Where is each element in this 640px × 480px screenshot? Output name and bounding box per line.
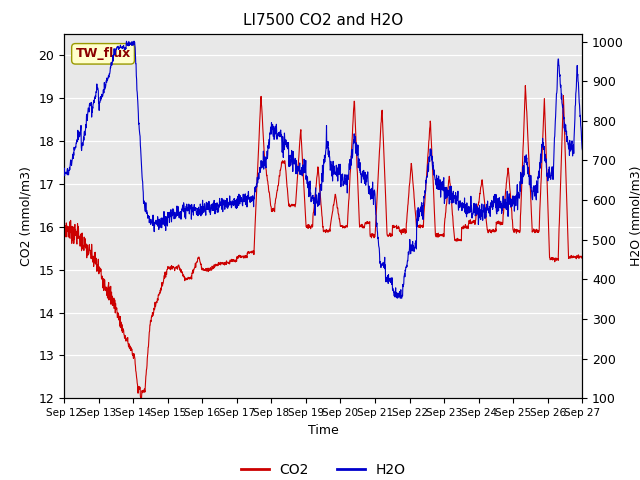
Legend: CO2, H2O: CO2, H2O [235, 457, 412, 480]
Text: TW_flux: TW_flux [76, 48, 131, 60]
Y-axis label: H2O (mmol/m3): H2O (mmol/m3) [630, 166, 640, 266]
Y-axis label: CO2 (mmol/m3): CO2 (mmol/m3) [20, 166, 33, 266]
X-axis label: Time: Time [308, 424, 339, 437]
Title: LI7500 CO2 and H2O: LI7500 CO2 and H2O [243, 13, 403, 28]
